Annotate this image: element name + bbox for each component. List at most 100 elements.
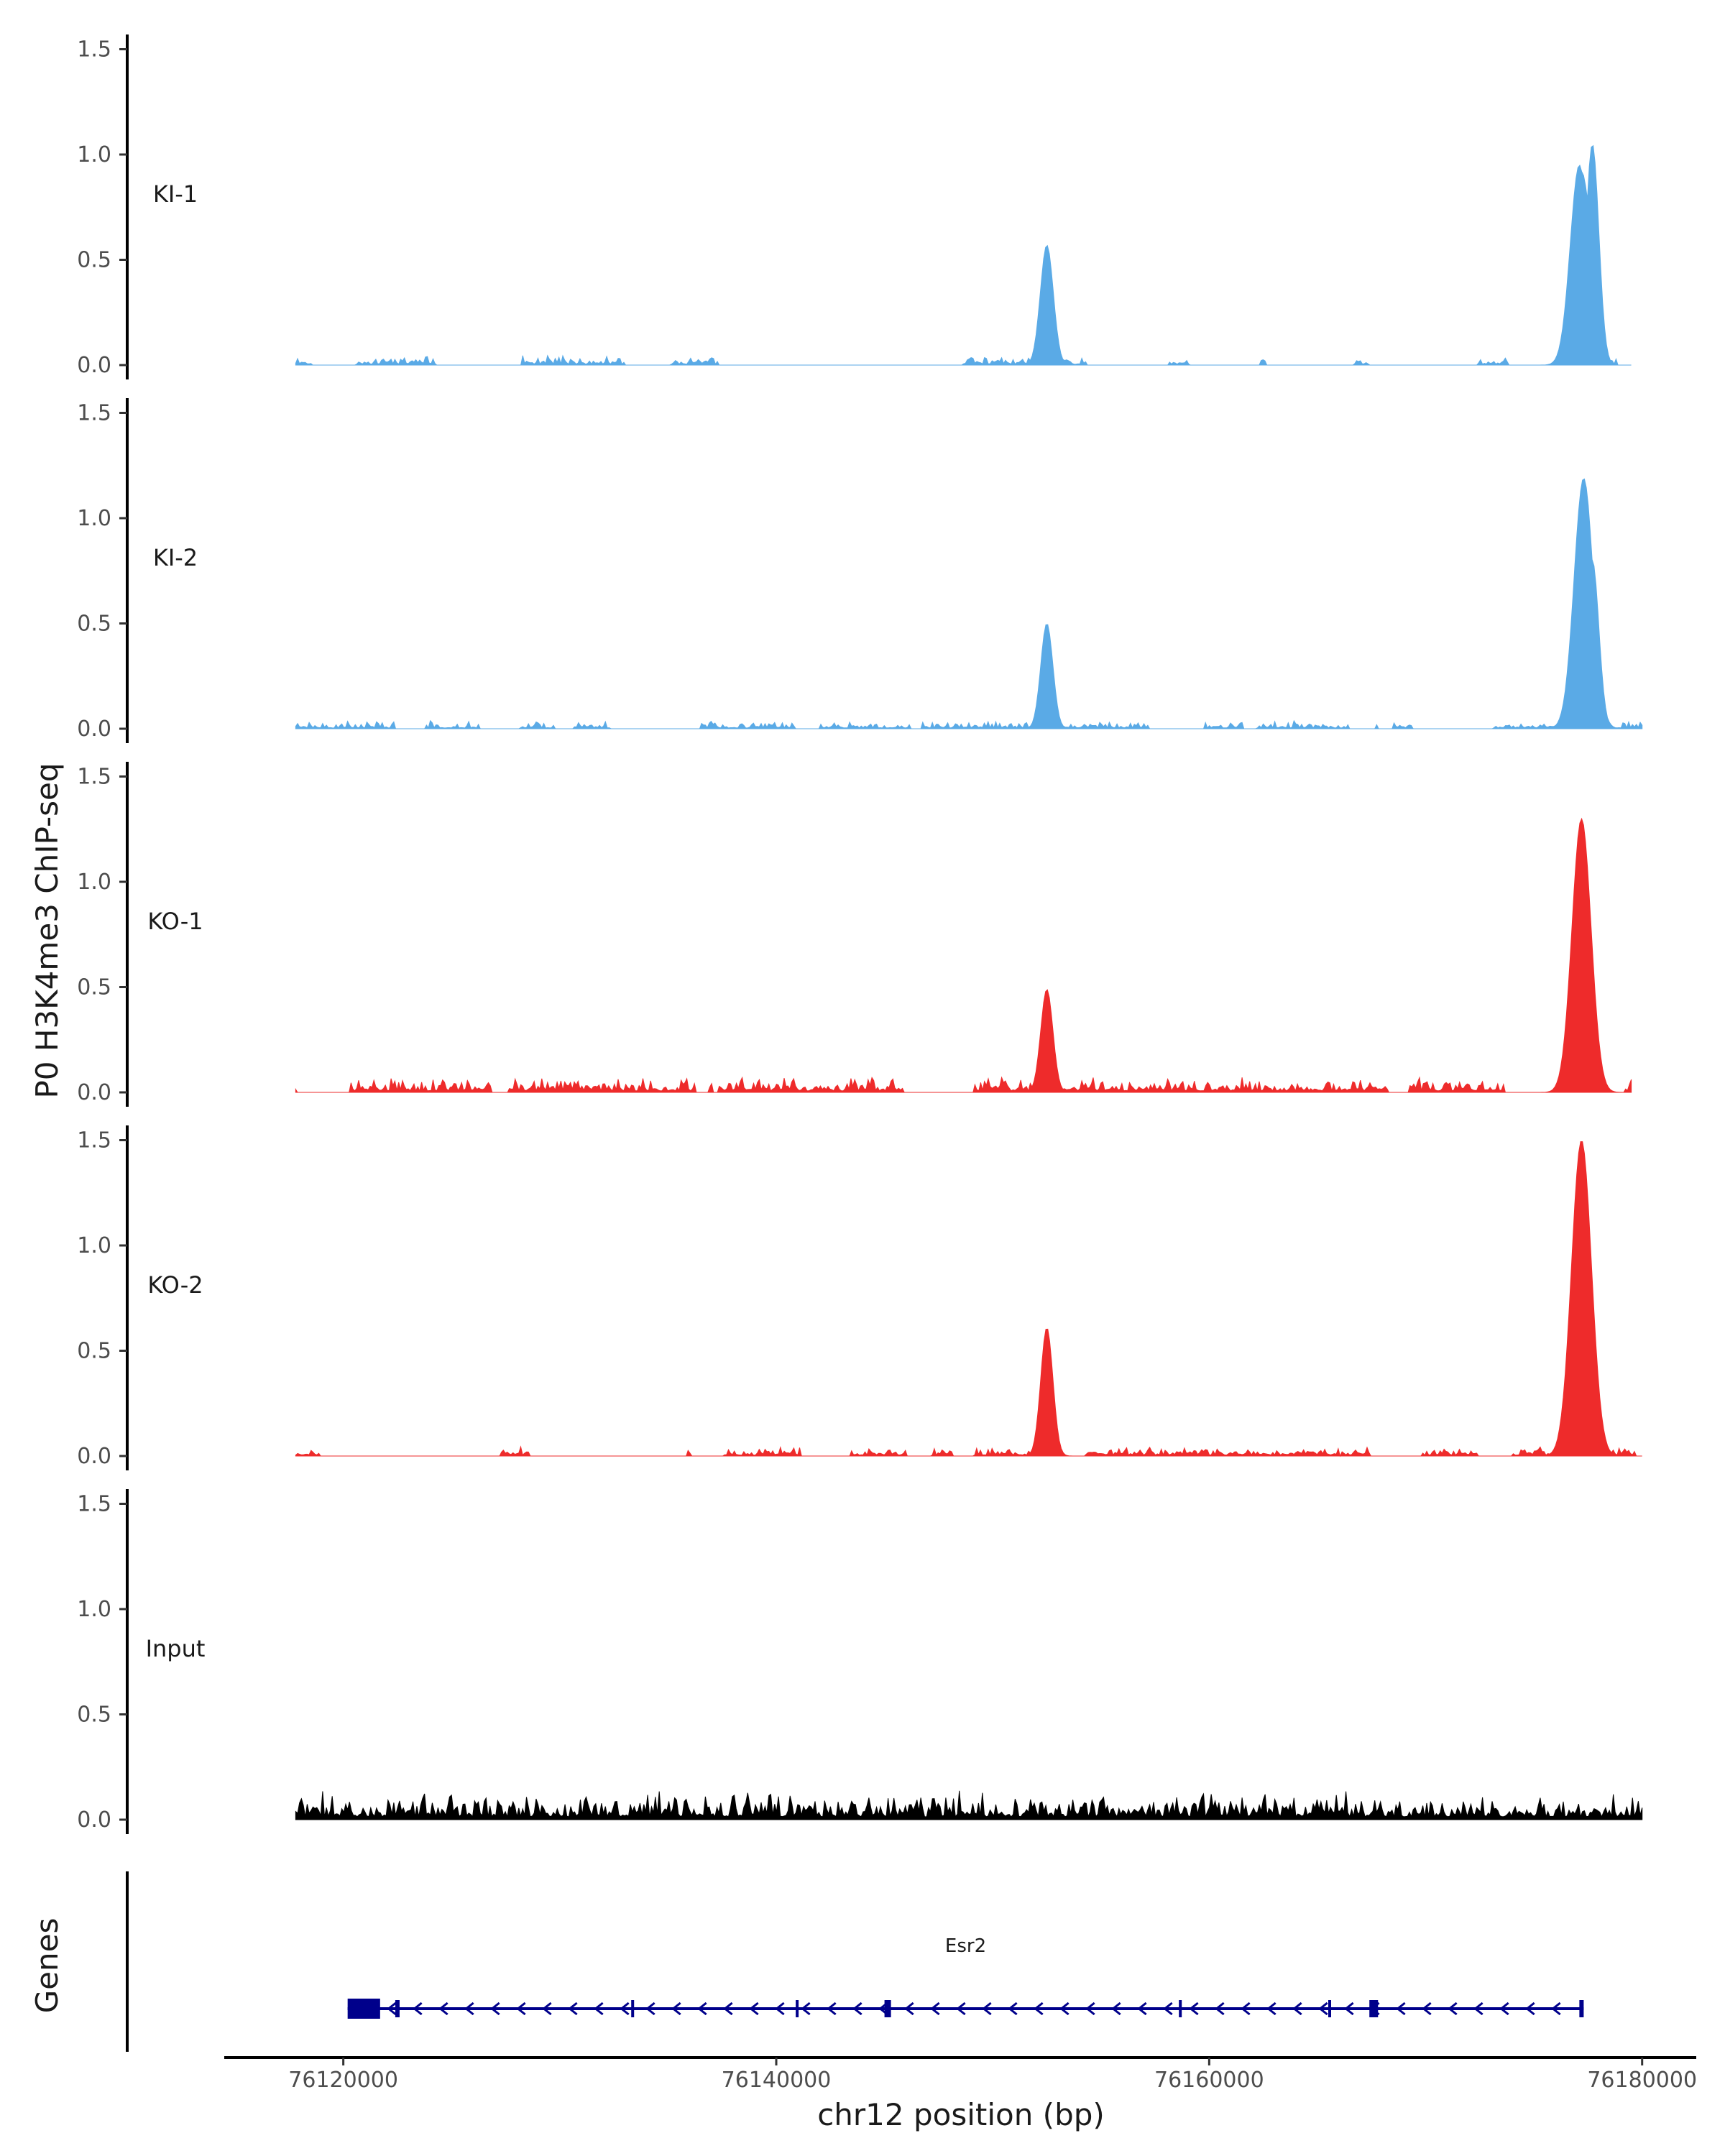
y-tick-label: 0.5 [77,612,111,637]
strand-arrow [387,2001,397,2016]
y-tick-label: 0.0 [77,1444,111,1469]
gene-exon [796,2000,799,2017]
track-input: 0.0 0.5 1.0 1.5 Input [77,1489,1643,1834]
y-tick-label: 1.0 [77,142,111,167]
strand-arrow [1059,2001,1070,2016]
strand-arrow [1241,2001,1251,2016]
track-label: Input [146,1635,206,1662]
gene-name-label: Esr2 [945,1935,986,1957]
strand-arrow [438,2001,448,2016]
y-tick-label: 1.0 [77,870,111,895]
y-tick-label: 1.0 [77,1597,111,1622]
x-axis: 76120000 76140000 76160000 76180000 [224,2056,1697,2093]
strand-arrow [982,2001,992,2016]
strand-arrow [645,2001,656,2016]
strand-arrow [1085,2001,1095,2016]
y-tick-label: 0.5 [77,248,111,273]
strand-arrow [671,2001,681,2016]
strand-arrow [1525,2001,1535,2016]
strand-arrow [904,2001,914,2016]
x-tick-label: 76120000 [288,2068,398,2093]
strand-arrow [1344,2001,1354,2016]
strand-arrow [1008,2001,1018,2016]
x-tick-label: 76140000 [722,2068,832,2093]
gene-exon [347,1999,380,2019]
gene-exon [631,2000,635,2017]
tracks-layer: 0.0 0.5 1.0 1.5 KI-1 0.0 0.5 1.0 1.5 KI-2 0.0 0.5 1.… [77,34,1643,1834]
y-tick-label: 1.5 [77,37,111,63]
genes-axis-title: Genes [29,1918,65,2014]
y-tick-label: 1.5 [77,1128,111,1153]
strand-arrow [1448,2001,1458,2016]
strand-arrow [1396,2001,1406,2016]
y-tick-label: 0.5 [77,1703,111,1728]
x-tick-label: 76180000 [1587,2068,1697,2093]
y-tick-label: 1.5 [77,401,111,426]
strand-arrow [516,2001,526,2016]
y-axis-title: P0 H3K4me3 ChIP-seq [29,763,65,1098]
strand-arrow [827,2001,837,2016]
strand-arrow [930,2001,940,2016]
strand-arrow [1137,2001,1147,2016]
strand-arrow [1034,2001,1044,2016]
strand-arrow [1551,2001,1561,2016]
strand-arrow [594,2001,604,2016]
coverage-area [295,1141,1642,1457]
strand-arrow [1189,2001,1199,2016]
y-tick-label: 0.0 [77,353,111,378]
strand-arrow [1163,2001,1173,2016]
strand-arrow [1473,2001,1484,2016]
strand-arrow [490,2001,500,2016]
strand-arrow [697,2001,707,2016]
gene-exon [1328,2000,1331,2017]
track-ko-1: 0.0 0.5 1.0 1.5 KO-1 [77,762,1632,1107]
strand-arrow [1422,2001,1432,2016]
track-ko-2: 0.0 0.5 1.0 1.5 KO-2 [77,1125,1642,1470]
strand-arrow [620,2001,630,2016]
strand-arrow [1266,2001,1276,2016]
coverage-area [295,817,1632,1093]
gene-exon [395,2000,400,2017]
strand-arrow [1370,2001,1380,2016]
track-label: KI-2 [153,544,198,571]
strand-arrow [568,2001,578,2016]
y-tick-label: 1.5 [77,1492,111,1517]
strand-arrow [1292,2001,1302,2016]
gene-exon [1579,2000,1584,2017]
strand-arrow [413,2001,423,2016]
strand-arrow [878,2001,888,2016]
y-tick-label: 0.0 [77,1807,111,1833]
track-label: KI-1 [153,180,198,208]
y-tick-label: 1.0 [77,1233,111,1258]
y-tick-label: 1.0 [77,506,111,531]
strand-arrow [775,2001,785,2016]
strand-arrow [801,2001,811,2016]
strand-arrow [749,2001,759,2016]
track-ki-2: 0.0 0.5 1.0 1.5 KI-2 [77,398,1643,743]
track-label: KO-1 [147,908,203,935]
track-ki-1: 0.0 0.5 1.0 1.5 KI-1 [77,34,1632,379]
gene-exon [884,2000,891,2017]
strand-arrow [542,2001,552,2016]
strand-arrow [464,2001,474,2016]
strand-arrow [852,2001,862,2016]
coverage-area [295,1790,1643,1820]
coverage-area [295,144,1632,366]
strand-arrow [1215,2001,1225,2016]
track-label: KO-2 [147,1271,203,1299]
strand-arrow [956,2001,966,2016]
coverage-area [295,478,1643,729]
strand-arrow [1499,2001,1509,2016]
y-tick-label: 0.0 [77,1080,111,1105]
y-tick-label: 1.5 [77,765,111,790]
y-tick-label: 0.5 [77,1339,111,1364]
strand-arrow [1111,2001,1121,2016]
x-tick-label: 76160000 [1154,2068,1264,2093]
gene-exon [1179,2000,1182,2017]
genes-panel: Esr2 [126,1871,1584,2052]
y-tick-label: 0.5 [77,975,111,1000]
y-tick-label: 0.0 [77,717,111,742]
strand-arrow [723,2001,733,2016]
x-axis-title: chr12 position (bp) [817,2097,1105,2132]
